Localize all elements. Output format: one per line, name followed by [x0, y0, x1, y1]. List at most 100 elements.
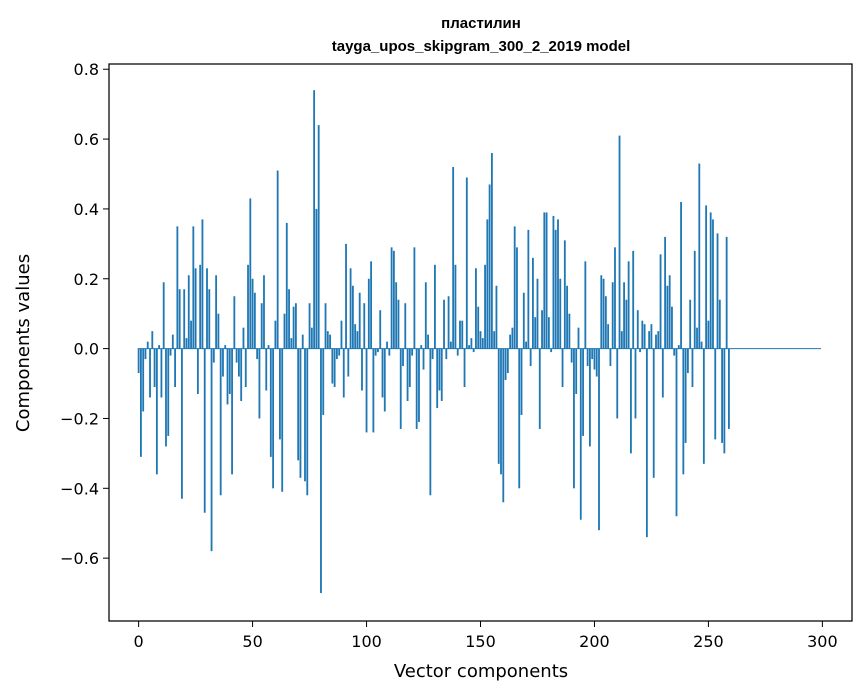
bar: [342, 348, 345, 398]
bar: [219, 348, 222, 496]
bar: [288, 289, 290, 349]
y-tick-label: 0.4: [74, 200, 99, 219]
bar: [169, 348, 172, 356]
bar: [620, 331, 623, 349]
bar: [623, 282, 625, 349]
bar: [691, 348, 694, 388]
bar: [600, 275, 603, 349]
bar: [527, 229, 530, 349]
bar: [547, 317, 550, 349]
bar: [185, 338, 188, 349]
bar: [550, 348, 553, 353]
bar: [516, 247, 518, 349]
bar: [320, 348, 322, 594]
bar: [415, 348, 418, 429]
bar: [404, 303, 407, 349]
bar: [345, 243, 347, 349]
bar: [192, 226, 195, 349]
bar: [178, 289, 181, 349]
bar: [723, 348, 726, 454]
bar: [308, 303, 311, 349]
bar: [518, 348, 521, 489]
bar: [386, 341, 388, 349]
bar: [281, 348, 284, 492]
bar: [212, 348, 215, 363]
bar: [463, 348, 466, 388]
bar: [584, 261, 587, 349]
bar: [634, 348, 637, 419]
y-tick-label: 0.8: [74, 60, 99, 79]
bar: [269, 348, 272, 457]
bar: [222, 348, 224, 377]
bar: [144, 348, 147, 360]
bar: [354, 324, 357, 349]
bar: [336, 348, 338, 360]
bar: [627, 261, 630, 349]
bar: [609, 348, 612, 367]
bar: [673, 348, 676, 356]
bar: [677, 345, 680, 349]
bar: [171, 334, 174, 349]
bar: [315, 208, 318, 349]
bar: [650, 324, 653, 349]
bar: [160, 348, 163, 398]
bar: [196, 348, 199, 395]
bar: [668, 275, 671, 349]
bar: [181, 348, 183, 499]
bar: [541, 310, 543, 349]
bar: [525, 341, 527, 349]
bar: [520, 348, 523, 415]
bar: [449, 341, 452, 349]
bar: [194, 268, 197, 349]
bar: [399, 348, 402, 429]
bar: [468, 345, 471, 349]
bar: [297, 348, 300, 461]
bar: [616, 348, 619, 419]
bar: [183, 289, 186, 349]
bar: [331, 348, 334, 384]
bar: [682, 348, 685, 475]
bar: [310, 327, 313, 349]
bar: [299, 348, 302, 478]
bar: [577, 327, 580, 349]
bar: [607, 324, 610, 349]
bar: [372, 348, 375, 433]
bar: [155, 348, 158, 475]
chart-title: пластилин: [441, 15, 521, 32]
bar: [258, 348, 261, 419]
bar: [224, 345, 227, 349]
bar: [283, 313, 286, 349]
bar: [201, 219, 204, 349]
bar: [625, 299, 628, 349]
bar: [438, 348, 441, 391]
bar: [559, 278, 562, 349]
bar: [247, 264, 249, 349]
bar: [233, 296, 236, 349]
y-tick-label: 0.6: [74, 130, 99, 149]
bar: [500, 348, 502, 475]
bar: [696, 327, 698, 349]
bar: [454, 264, 457, 349]
bar: [208, 289, 211, 349]
bar: [333, 348, 336, 388]
bar: [659, 254, 662, 349]
bar: [456, 348, 459, 356]
bar: [215, 275, 218, 349]
bar: [274, 320, 277, 349]
bar: [408, 348, 411, 388]
bar: [406, 348, 409, 401]
bar: [568, 313, 571, 349]
bar: [267, 345, 270, 349]
bar: [231, 348, 233, 475]
bar: [265, 348, 268, 391]
bar: [429, 348, 432, 496]
bar: [611, 282, 614, 349]
plot-area-frame: [108, 63, 853, 622]
bar: [461, 320, 464, 349]
bar: [639, 348, 641, 353]
y-tick-label: −0.2: [60, 409, 99, 428]
bar: [190, 320, 192, 349]
bar: [176, 226, 179, 349]
y-tick-label: −0.4: [60, 479, 99, 498]
bar: [573, 348, 575, 489]
